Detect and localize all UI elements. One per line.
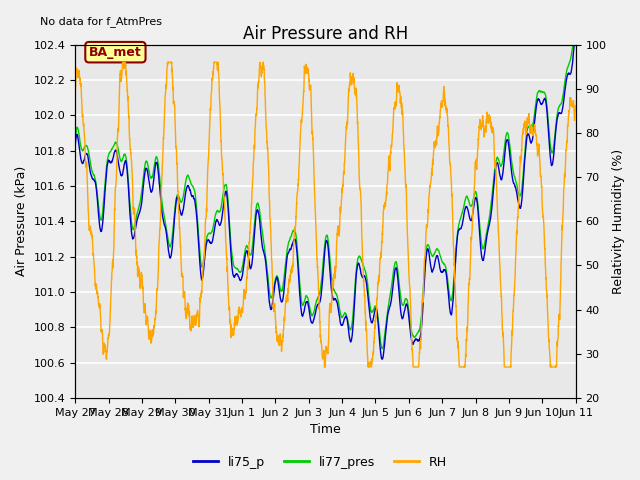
Text: No data for f_AtmPres: No data for f_AtmPres xyxy=(40,16,162,27)
Text: BA_met: BA_met xyxy=(89,46,142,59)
Y-axis label: Air Pressure (kPa): Air Pressure (kPa) xyxy=(15,166,28,276)
Title: Air Pressure and RH: Air Pressure and RH xyxy=(243,25,408,43)
Y-axis label: Relativity Humidity (%): Relativity Humidity (%) xyxy=(612,149,625,294)
Legend: li75_p, li77_pres, RH: li75_p, li77_pres, RH xyxy=(188,451,452,474)
X-axis label: Time: Time xyxy=(310,423,341,436)
